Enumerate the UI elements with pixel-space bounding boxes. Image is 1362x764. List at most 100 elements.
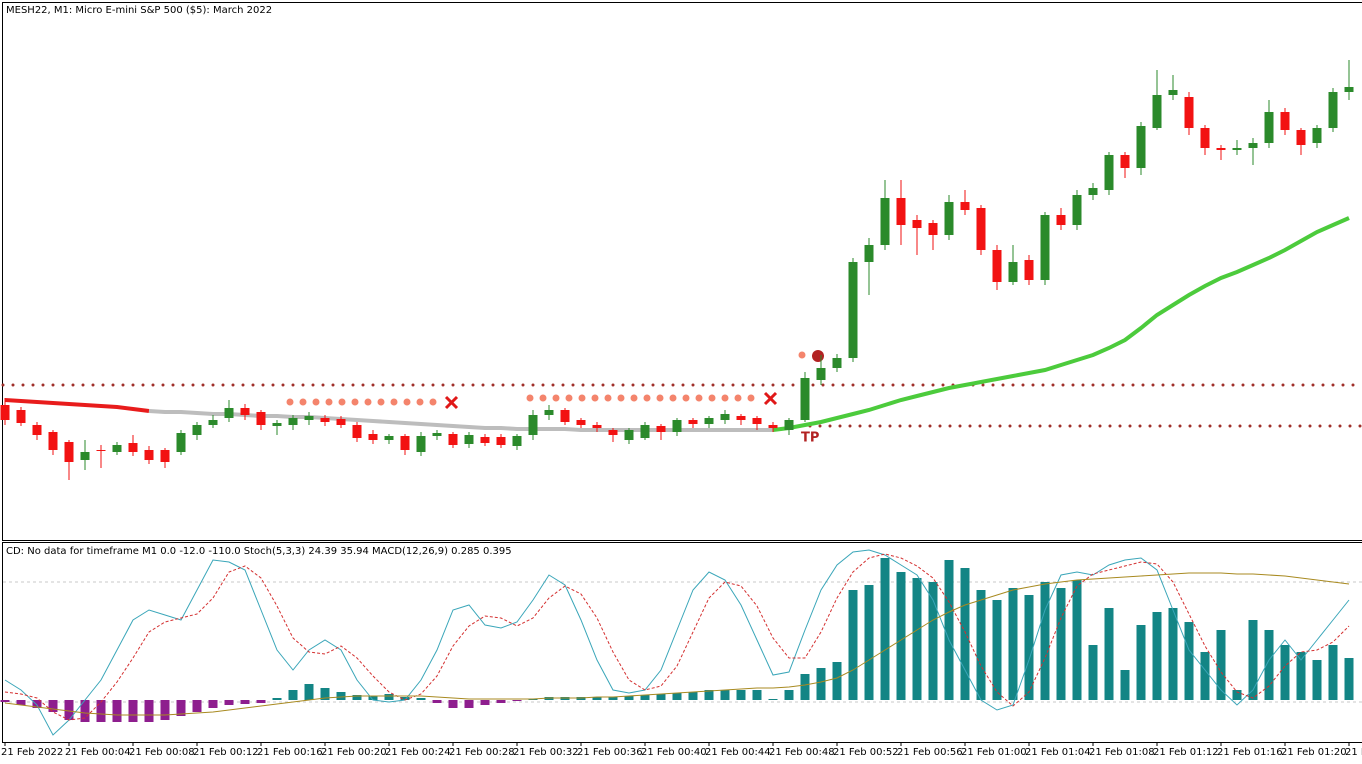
macd-bar	[1296, 652, 1306, 700]
candle-body	[752, 418, 762, 424]
candle-body	[528, 415, 538, 435]
x-tick-label: 21 Feb 00:28	[449, 747, 515, 758]
macd-bar	[144, 700, 154, 722]
candle-body	[480, 437, 490, 443]
macd-bar	[1184, 622, 1194, 700]
candle-body	[800, 378, 810, 420]
x-tick-label: 21 Feb 2022	[1, 747, 63, 758]
candle-body	[352, 425, 362, 438]
macd-bar	[400, 697, 410, 700]
candle-body	[240, 408, 250, 415]
macd-bar	[720, 690, 730, 700]
macd-bar	[80, 700, 90, 722]
candle-body	[112, 445, 122, 452]
line-series	[772, 216, 1350, 432]
macd-bar	[1248, 620, 1258, 700]
candle-body	[448, 434, 458, 445]
macd-bar	[752, 690, 762, 700]
macd-bar	[288, 690, 298, 700]
macd-bar	[1088, 645, 1098, 700]
candle-body	[1264, 112, 1274, 143]
x-tick-label: 21 Feb 01:04	[1025, 747, 1091, 758]
candle-body	[1296, 130, 1306, 145]
macd-bar	[1104, 608, 1114, 700]
x-tick-label: 21 Feb 00:24	[385, 747, 451, 758]
macd-bar	[848, 590, 858, 700]
macd-bar	[32, 700, 42, 708]
candle-body	[432, 433, 442, 436]
candle-body	[1024, 260, 1034, 280]
candle-body	[976, 208, 986, 250]
candle-body	[1136, 126, 1146, 168]
macd-bar	[1008, 588, 1018, 700]
macd-bar	[912, 578, 922, 700]
macd-bar	[1264, 630, 1274, 700]
macd-bar	[1024, 595, 1034, 700]
candle-body	[736, 416, 746, 420]
macd-bar	[592, 697, 602, 700]
candle-body	[608, 430, 618, 435]
macd-bar	[816, 668, 826, 700]
line-series	[4, 572, 1350, 716]
candle-body	[1104, 155, 1114, 190]
candle-body	[1232, 148, 1242, 150]
candle-body	[1312, 128, 1322, 143]
candle-body	[1168, 90, 1178, 95]
candle-body	[1184, 97, 1194, 128]
x-tick-label: 21 Feb 00:36	[577, 747, 643, 758]
macd-bar	[1280, 645, 1290, 700]
macd-bar	[464, 700, 474, 708]
macd-bar	[480, 700, 490, 705]
candle-body	[624, 430, 634, 440]
candle-body	[256, 412, 266, 425]
macd-bar	[640, 695, 650, 700]
macd-bar	[896, 572, 906, 700]
x-tick-label: 21 Feb 01:08	[1089, 747, 1155, 758]
candle-body	[32, 425, 42, 435]
candle-body	[1344, 87, 1354, 92]
x-tick-label: 21 Feb 00:20	[321, 747, 387, 758]
macd-bar	[1312, 660, 1322, 700]
macd-bar	[800, 674, 810, 700]
macd-bar	[224, 700, 234, 705]
candle-body	[992, 250, 1002, 282]
x-tick-label: 21 Feb 00:12	[193, 747, 259, 758]
candle-body	[1040, 215, 1050, 280]
candle-body	[656, 426, 666, 432]
chart-title: MESH22, M1: Micro E-mini S&P 500 ($5): M…	[6, 5, 272, 16]
x-tick-label: 21 Feb 01:12	[1153, 747, 1219, 758]
macd-bar	[320, 688, 330, 700]
macd-bar	[1136, 625, 1146, 700]
candle-body	[0, 405, 10, 420]
indicator-pane	[2, 542, 1362, 743]
candle-body	[912, 220, 922, 228]
macd-bar	[304, 684, 314, 700]
candle-body	[208, 420, 218, 425]
candle-body	[368, 434, 378, 440]
macd-bar	[1216, 630, 1226, 700]
candle-body	[16, 410, 26, 423]
indicator-title: CD: No data for timeframe M1 0.0 -12.0 -…	[6, 546, 512, 557]
macd-bar	[128, 700, 138, 722]
macd-bar	[208, 700, 218, 708]
candle-body	[1248, 143, 1258, 148]
candle-body	[192, 425, 202, 435]
macd-bar	[928, 582, 938, 700]
candle-body	[336, 419, 346, 425]
candle-body	[1280, 112, 1290, 130]
macd-bar	[352, 695, 362, 700]
candle-body	[960, 202, 970, 210]
candle-body	[1216, 148, 1226, 150]
macd-bar	[944, 560, 954, 700]
candle-body	[720, 414, 730, 420]
candle-body	[224, 408, 234, 418]
candle-body	[1200, 128, 1210, 148]
macd-bar	[1232, 690, 1242, 700]
candle-body	[176, 433, 186, 452]
candle-body	[1072, 195, 1082, 225]
candle-body	[1088, 188, 1098, 195]
macd-bar	[1152, 612, 1162, 700]
candle-body	[48, 432, 58, 450]
